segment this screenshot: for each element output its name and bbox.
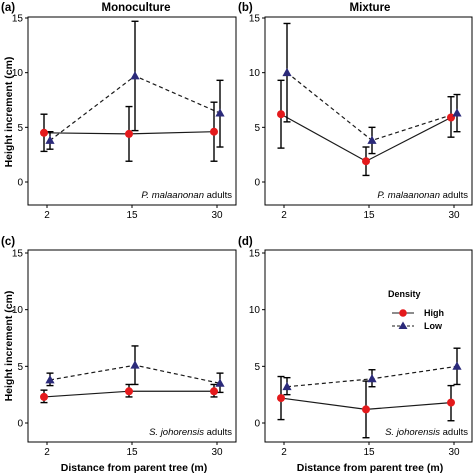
y-tick-label-d-10: 10 [249, 305, 261, 316]
x-tick-label-a-30: 30 [211, 210, 223, 221]
point-high-b-1 [362, 157, 370, 166]
species-annotation-c: S. johorensis adults [149, 427, 232, 438]
y-tick-label-d-0: 0 [254, 419, 260, 430]
point-low-a-2 [215, 108, 225, 117]
x-tick-label-a-2: 2 [44, 210, 50, 221]
point-low-d-1 [367, 374, 377, 383]
y-tick-label-b-15: 15 [249, 14, 261, 25]
chart-panel-a-marks: 0 5 10 15 2 15 30 [12, 14, 225, 221]
panel-c: (c) S. johorensis adults [1, 236, 237, 443]
point-low-c-0 [45, 375, 55, 384]
x-tick-label-d-2: 2 [281, 447, 287, 458]
point-low-b-0 [282, 67, 292, 77]
x-tick-label-d-30: 30 [448, 447, 460, 458]
legend: Density High Low [388, 289, 444, 331]
y-tick-label-d-15: 15 [249, 249, 261, 260]
legend-title: Density [388, 289, 421, 299]
panel-a: (a) Monoculture P. malaanonan adults [1, 2, 237, 206]
x-tick-label-c-15: 15 [126, 447, 138, 458]
y-axis-label-bottom: Height increment (cm) [3, 291, 15, 402]
panel-title-b: Mixture [350, 2, 391, 14]
x-tick-label-c-30: 30 [211, 447, 223, 458]
chart-panel-d-marks: 0 5 10 15 2 15 30 [249, 249, 462, 458]
y-tick-label-c-5: 5 [17, 362, 23, 373]
y-tick-label-d-5: 5 [254, 362, 260, 373]
point-high-c-1 [125, 387, 133, 396]
point-high-a-1 [125, 129, 133, 138]
x-tick-label-d-15: 15 [363, 447, 375, 458]
panel-label-c: (c) [1, 236, 15, 248]
point-low-c-1 [130, 360, 140, 369]
point-high-a-2 [210, 127, 218, 136]
y-tick-label-a-0: 0 [17, 178, 23, 189]
y-tick-label-b-0: 0 [254, 178, 260, 189]
x-tick-label-b-15: 15 [363, 210, 375, 221]
y-tick-label-a-5: 5 [17, 123, 23, 134]
x-axis-label-left: Distance from parent tree (m) [61, 462, 207, 474]
species-annotation-a: P. malaanonan adults [141, 190, 232, 201]
species-annotation-d: S. johorensis adults [385, 427, 468, 438]
legend-label-high: High [424, 308, 444, 318]
chart-panel-c-marks: 0 5 10 15 2 15 30 [12, 249, 225, 458]
point-low-d-2 [452, 361, 462, 370]
chart-marks: 0 5 10 15 2 15 30 0 5 10 15 2 15 30 0 5 10 15 2 15 30 0 5 10 15 2… [12, 14, 462, 458]
x-tick-label-b-2: 2 [281, 210, 287, 221]
y-tick-label-c-10: 10 [12, 305, 24, 316]
point-low-b-1 [367, 135, 377, 144]
chart-panel-b-marks: 0 5 10 15 2 15 30 [249, 14, 462, 221]
legend-marker-low [398, 321, 408, 329]
panel-d: (d) S. johorensis adults [238, 236, 473, 443]
panel-label-d: (d) [238, 236, 253, 248]
plot-border-a [27, 16, 237, 206]
point-low-a-0 [45, 135, 55, 144]
point-high-b-0 [277, 110, 285, 119]
point-low-c-2 [215, 378, 225, 387]
point-low-b-2 [452, 108, 462, 117]
point-high-d-1 [362, 405, 370, 414]
y-tick-label-c-0: 0 [17, 419, 23, 430]
point-high-d-0 [277, 394, 285, 403]
legend-label-low: Low [424, 321, 443, 331]
point-high-c-2 [210, 387, 218, 396]
x-tick-label-b-30: 30 [448, 210, 460, 221]
legend-marker-high [399, 309, 407, 317]
y-tick-label-a-15: 15 [12, 14, 24, 25]
point-high-d-2 [447, 398, 455, 407]
plot-border-b [264, 16, 473, 206]
y-tick-label-a-10: 10 [12, 68, 24, 79]
y-axis-label-top: Height increment (cm) [3, 57, 15, 168]
y-tick-label-c-15: 15 [12, 249, 24, 260]
plot-border-d [264, 249, 473, 443]
y-tick-label-b-10: 10 [249, 68, 261, 79]
x-tick-label-c-2: 2 [44, 447, 50, 458]
panel-title-a: Monoculture [102, 2, 171, 14]
species-annotation-b: P. malaanonan adults [377, 190, 468, 201]
point-high-c-0 [40, 392, 48, 401]
panel-label-b: (b) [238, 2, 253, 14]
y-tick-label-b-5: 5 [254, 123, 260, 134]
point-low-a-1 [130, 71, 140, 80]
x-tick-label-a-15: 15 [126, 210, 138, 221]
panel-b: (b) Mixture P. malaanonan adults [238, 2, 473, 206]
point-low-d-0 [282, 381, 292, 391]
panel-label-a: (a) [1, 2, 15, 14]
x-axis-label-right: Distance from parent tree (m) [297, 462, 443, 474]
point-high-a-0 [40, 128, 48, 137]
